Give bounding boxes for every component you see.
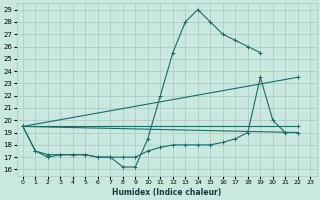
X-axis label: Humidex (Indice chaleur): Humidex (Indice chaleur) [112, 188, 221, 197]
